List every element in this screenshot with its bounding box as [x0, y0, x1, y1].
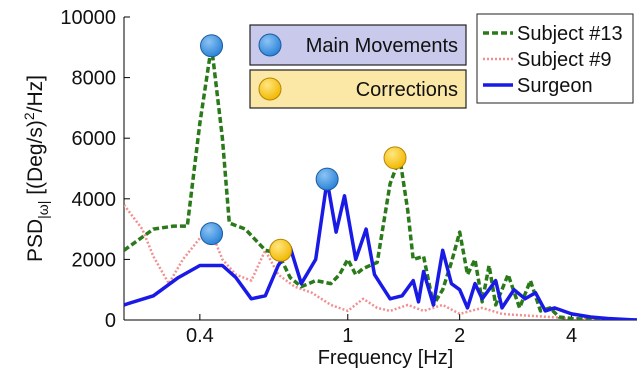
y-tick-label: 8000 — [72, 68, 117, 90]
x-tick-label: 0.4 — [186, 325, 214, 347]
main-movements-box-label: Main Movements — [306, 35, 458, 57]
legend-label: Subject #9 — [517, 49, 612, 71]
x-tick-label: 2 — [454, 325, 465, 347]
x-tick-label: 4 — [566, 325, 577, 347]
x-tick-label: 1 — [342, 325, 353, 347]
main-movement-marker — [200, 34, 224, 58]
y-axis-label: PSD|ω| [(Deg/s)2/Hz] — [21, 75, 51, 262]
y-label-main: PSD — [24, 219, 47, 262]
y-tick-label: 6000 — [72, 128, 117, 150]
y-label-subscript: |ω| — [35, 201, 51, 219]
legend-label: Subject #13 — [517, 23, 623, 45]
series-line-surgeon — [124, 178, 637, 320]
corrections-box — [249, 69, 467, 109]
y-tick-label: 0 — [105, 310, 116, 332]
y-label-unit-tail: /Hz] — [24, 75, 47, 112]
y-label-unit: [(Deg/s) — [24, 120, 47, 201]
y-tick-label: 4000 — [72, 189, 117, 211]
correction-marker — [383, 146, 407, 170]
corrections-box-marker — [258, 77, 282, 101]
series-line-subject-9 — [124, 204, 637, 320]
y-tick-label: 10000 — [60, 7, 116, 29]
legend-label: Surgeon — [517, 75, 593, 97]
corrections-box-label: Corrections — [356, 79, 458, 101]
x-axis-label: Frequency [Hz] — [318, 347, 454, 369]
y-tick-label: 2000 — [72, 249, 117, 271]
main-movement-marker — [315, 167, 339, 191]
y-label-superscript: 2 — [21, 112, 37, 120]
main-movement-marker — [200, 222, 224, 246]
main-movements-box — [249, 24, 467, 66]
correction-marker — [269, 238, 293, 262]
main-movements-box-marker — [258, 33, 282, 57]
